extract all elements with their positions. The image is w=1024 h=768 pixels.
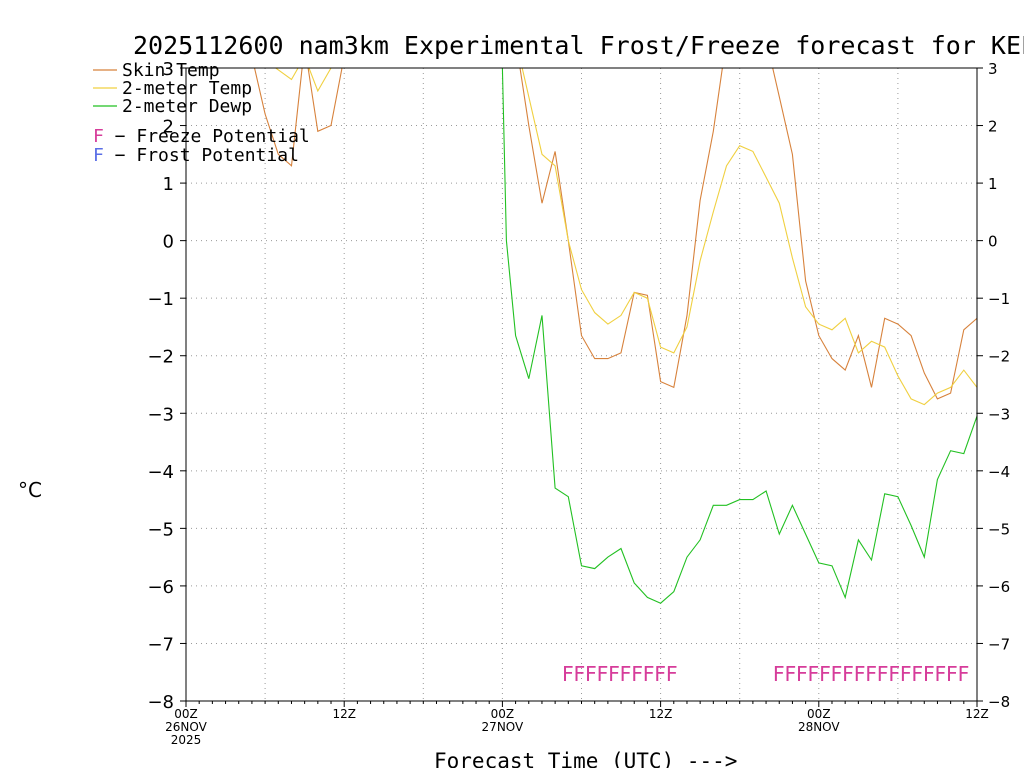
x-tick-label: 12Z <box>649 707 673 721</box>
y-tick-label: −3 <box>147 404 174 425</box>
legend-note-text: − Frost Potential <box>104 145 299 166</box>
series-line-2-meter-temp <box>274 68 977 406</box>
y-tick-label: 2 <box>163 117 174 138</box>
legend-label: 2-meter Dewp <box>122 96 252 117</box>
y-tick-label-right: −7 <box>988 635 1010 653</box>
y-tick-label-right: −1 <box>988 290 1010 308</box>
plot-frame <box>185 67 978 702</box>
legend-note: F − Freeze Potential <box>93 126 310 147</box>
x-tick-label: 27NOV <box>482 720 524 734</box>
x-tick-label: 28NOV <box>798 720 840 734</box>
legend-note-marker: F <box>93 126 104 147</box>
y-tick-label: 1 <box>163 174 174 195</box>
x-tick-label: 2025 <box>171 733 202 747</box>
y-tick-label: −6 <box>147 577 174 598</box>
y-axis-label: °C <box>18 478 42 502</box>
freeze-flags: FFFFFFFFFF FFFFFFFFFFFFFFFFF <box>562 662 970 686</box>
y-tick-label: −8 <box>147 692 174 713</box>
y-tick-label: 0 <box>163 232 174 253</box>
y-tick-label: −4 <box>147 462 174 483</box>
x-tick-label: 12Z <box>332 707 356 721</box>
y-tick-label-right: −5 <box>988 520 1010 538</box>
y-tick-label-right: −6 <box>988 578 1010 596</box>
x-tick-label: 00Z <box>491 707 515 721</box>
legend-label: 2-meter Temp <box>122 78 252 99</box>
series-lines <box>253 68 977 604</box>
y-tick-label-right: 1 <box>988 175 998 193</box>
series-line-2-meter-dewp <box>501 68 977 604</box>
y-ticks-left: 3 2 1 0 −1 −2 −3 −4 −5 −6 −7 −8 <box>147 59 186 713</box>
y-tick-label-right: −3 <box>988 405 1010 423</box>
y-ticks-right: 3 2 1 0 −1 −2 −3 −4 −5 −6 −7 −8 <box>977 60 1010 711</box>
y-tick-label-right: −4 <box>988 463 1010 481</box>
legend-note-text: − Freeze Potential <box>104 126 310 147</box>
x-axis-label: Forecast Time (UTC) ---> <box>434 749 737 768</box>
y-tick-label: −7 <box>147 634 174 655</box>
y-tick-label: 3 <box>163 59 174 80</box>
y-tick-label-right: 0 <box>988 233 998 251</box>
legend-label: Skin Temp <box>122 60 220 81</box>
legend-note-marker: F <box>93 145 104 166</box>
y-tick-label: −1 <box>147 289 174 310</box>
x-tick-label: 26NOV <box>165 720 207 734</box>
y-tick-label-right: −2 <box>988 348 1010 366</box>
x-tick-label: 12Z <box>965 707 989 721</box>
freeze-flag-run: FFFFFFFFFFFFFFFFF <box>773 662 969 686</box>
y-tick-label: −5 <box>147 519 174 540</box>
grid-lines <box>186 68 977 701</box>
freeze-flag-run: FFFFFFFFFF <box>562 662 677 686</box>
x-tick-label: 00Z <box>807 707 831 721</box>
x-tick-label: 00Z <box>174 707 198 721</box>
series-line-skin-temp <box>253 68 977 400</box>
y-tick-label: −2 <box>147 347 174 368</box>
legend-note: F − Frost Potential <box>93 145 299 166</box>
y-tick-label-right: 2 <box>988 118 998 136</box>
y-tick-label-right: 3 <box>988 60 998 78</box>
chart-title: 2025112600 nam3km Experimental Frost/Fre… <box>133 31 1024 60</box>
y-tick-label-right: −8 <box>988 693 1010 711</box>
